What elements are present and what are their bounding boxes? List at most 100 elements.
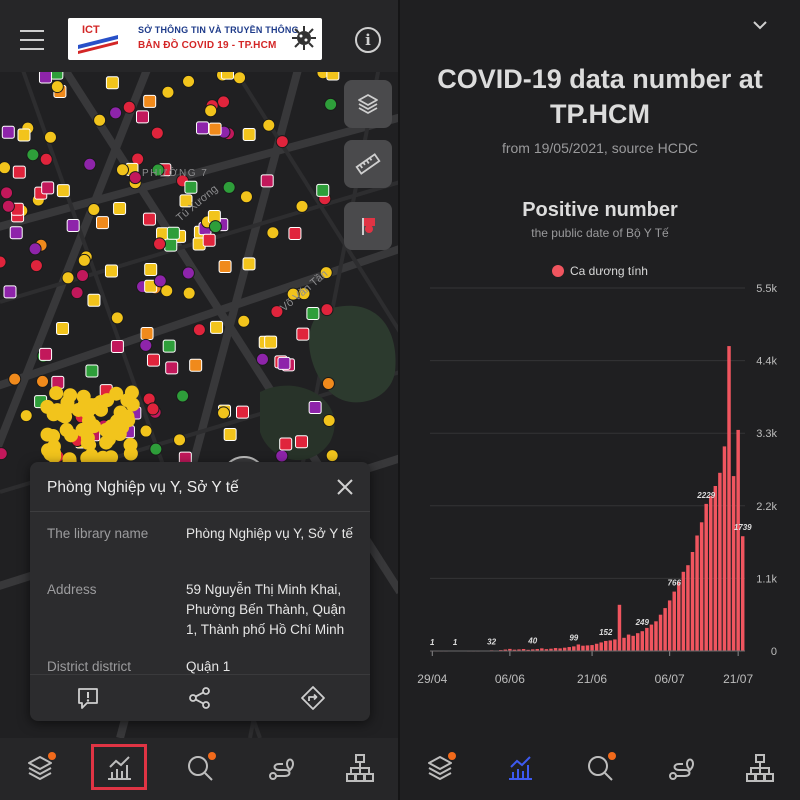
map-marker xyxy=(110,311,124,325)
bar xyxy=(736,429,740,651)
bar xyxy=(654,621,658,651)
map-marker xyxy=(192,323,206,337)
stats-subtitle: from 19/05/2021, source HCDC xyxy=(501,140,699,156)
map-marker xyxy=(150,126,164,140)
positive-cases-chart[interactable]: 0 1.1k 2.2k 3.3k 4.4k 5.5k 1 1 32 40 99 152 249 766 22… xyxy=(400,276,800,696)
route-icon[interactable] xyxy=(265,752,297,784)
map-marker xyxy=(210,320,224,334)
search-icon[interactable] xyxy=(184,752,216,784)
map-marker xyxy=(153,274,167,288)
notification-dot xyxy=(448,752,456,760)
map-marker xyxy=(182,286,196,300)
map-marker xyxy=(153,237,167,251)
bottom-nav-right xyxy=(400,738,800,800)
hierarchy-icon[interactable] xyxy=(744,752,776,784)
route-icon[interactable] xyxy=(665,752,697,784)
bar xyxy=(635,633,640,651)
share-icon[interactable] xyxy=(187,685,213,711)
map-marker xyxy=(17,128,31,142)
layers-icon[interactable] xyxy=(424,752,456,784)
map-marker xyxy=(260,174,274,188)
map-marker xyxy=(288,227,302,241)
map-marker xyxy=(161,85,175,99)
directions-icon[interactable] xyxy=(300,685,326,711)
data-label: 152 xyxy=(599,628,613,637)
bar xyxy=(731,476,736,651)
map-marker xyxy=(202,233,216,247)
map-marker xyxy=(325,449,339,463)
bar xyxy=(540,648,544,651)
map-marker xyxy=(324,97,338,111)
map-marker xyxy=(56,321,70,335)
layers-icon[interactable] xyxy=(24,752,56,784)
x-tick-label: 06/06 xyxy=(495,672,525,686)
map-marker xyxy=(135,110,149,124)
map-marker xyxy=(1,199,15,213)
map-marker xyxy=(36,374,50,388)
logo-line-2: BẢN ĐỒ COVID 19 - TP.HCM xyxy=(138,40,277,51)
popup-divider xyxy=(30,511,370,512)
map-marker xyxy=(235,405,249,419)
map-marker xyxy=(76,269,90,283)
menu-icon[interactable] xyxy=(20,30,44,50)
flag-marker-icon xyxy=(362,218,375,235)
measure-control-button[interactable] xyxy=(344,140,392,188)
map-marker xyxy=(146,353,160,367)
info-icon[interactable]: i xyxy=(355,27,381,53)
map-marker xyxy=(66,218,80,232)
map-marker xyxy=(217,95,231,109)
filter-control-button[interactable] xyxy=(344,202,392,250)
map-marker xyxy=(275,135,289,149)
map-marker xyxy=(43,130,57,144)
chart-tab-highlight xyxy=(91,744,147,790)
chart-icon[interactable] xyxy=(103,752,135,784)
map-marker xyxy=(61,271,75,285)
map-marker xyxy=(218,260,232,274)
hierarchy-icon[interactable] xyxy=(344,752,376,784)
report-icon[interactable] xyxy=(75,685,101,711)
y-tick-label: 1.1k xyxy=(756,573,777,585)
x-tick-label: 21/06 xyxy=(577,672,607,686)
chart-icon[interactable] xyxy=(504,752,536,784)
map-marker xyxy=(233,71,247,85)
data-label: 40 xyxy=(527,636,537,645)
map-marker xyxy=(208,122,222,136)
map-marker xyxy=(242,257,256,271)
logo-badge: ICT xyxy=(82,24,100,36)
bar xyxy=(553,648,558,651)
bar xyxy=(572,646,576,651)
map-marker xyxy=(223,427,237,441)
chevron-down-icon[interactable] xyxy=(749,18,771,32)
map-marker xyxy=(87,203,101,217)
map-marker xyxy=(87,419,102,434)
map-marker xyxy=(326,67,340,81)
map-marker xyxy=(316,183,330,197)
close-icon[interactable] xyxy=(334,476,356,498)
map-marker xyxy=(19,409,33,423)
bar xyxy=(663,608,667,651)
layers-control-button[interactable] xyxy=(344,80,392,128)
map-marker xyxy=(84,448,99,463)
map-marker xyxy=(295,435,309,449)
bar xyxy=(699,522,704,651)
y-tick-label: 3.3k xyxy=(756,428,777,440)
map-marker xyxy=(237,314,251,328)
map-marker xyxy=(93,113,107,127)
map-marker xyxy=(124,385,139,400)
layers-icon xyxy=(358,94,378,114)
bar xyxy=(681,571,686,651)
stats-title: COVID-19 data number at TP.HCM xyxy=(437,64,763,129)
map-marker xyxy=(50,66,64,80)
map-marker xyxy=(96,216,110,230)
map-marker xyxy=(306,307,320,321)
map-marker xyxy=(50,80,64,94)
bar xyxy=(704,503,708,651)
map-marker xyxy=(140,327,154,341)
bar xyxy=(672,591,676,651)
search-icon[interactable] xyxy=(584,752,616,784)
bar xyxy=(508,648,512,651)
map-marker xyxy=(139,424,153,438)
map-marker xyxy=(255,352,269,366)
chart-legend[interactable]: Ca dương tính xyxy=(552,263,648,279)
map-marker xyxy=(0,161,12,175)
